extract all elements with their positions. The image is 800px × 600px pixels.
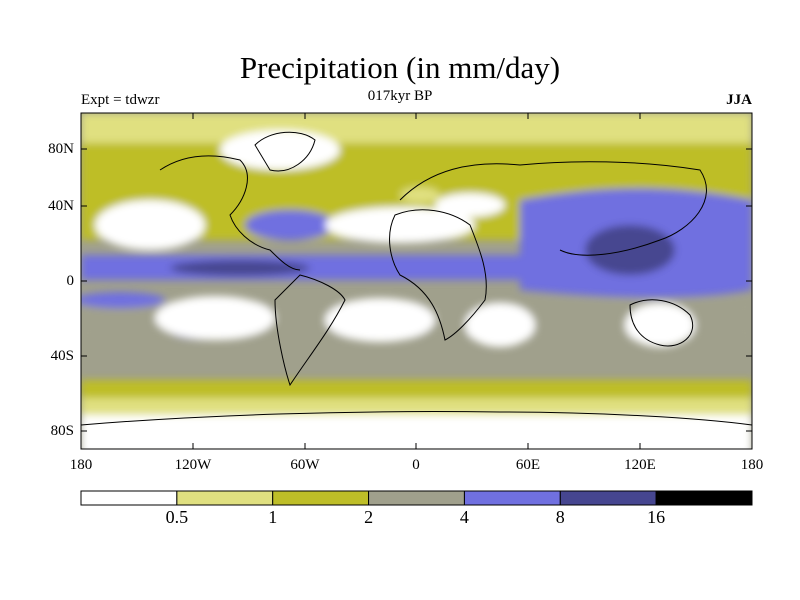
australia-coast bbox=[629, 299, 694, 347]
colorbar-swatch bbox=[463, 490, 561, 506]
plot-title: Precipitation (in mm/day) bbox=[239, 50, 561, 85]
colorbar-swatch bbox=[559, 490, 657, 506]
colorbar-swatch bbox=[368, 490, 465, 506]
ne-pacific-dry bbox=[95, 200, 205, 250]
arabia-dry bbox=[435, 193, 505, 217]
lon-label: 60W bbox=[290, 457, 320, 473]
lon-label: 180 bbox=[69, 457, 93, 473]
lat-label: 40N bbox=[48, 198, 74, 214]
season-label: JJA bbox=[726, 92, 752, 108]
greenland-coast bbox=[254, 131, 316, 172]
lon-label: 120W bbox=[174, 457, 212, 473]
lon-label: 60E bbox=[515, 457, 541, 473]
eurasia-coast bbox=[399, 161, 707, 256]
lat-label: 40S bbox=[50, 348, 74, 364]
south-atlantic-dry bbox=[325, 298, 435, 342]
coastlines bbox=[81, 131, 752, 426]
colorbar-label: 8 bbox=[555, 507, 565, 527]
north-atlantic-blue bbox=[245, 210, 335, 240]
se-pacific-dry bbox=[155, 296, 275, 340]
south-america-coast bbox=[274, 274, 346, 387]
colorbar-label: 0.5 bbox=[165, 507, 189, 527]
axis-ticks bbox=[80, 113, 753, 449]
africa-coast bbox=[389, 209, 487, 341]
monsoon-max bbox=[585, 225, 675, 275]
colorbar-swatch bbox=[272, 490, 370, 506]
south-africa-dry bbox=[465, 303, 535, 347]
colorbar-swatch bbox=[80, 490, 178, 506]
colorbar-label: 16 bbox=[647, 507, 666, 527]
lon-label: 0 bbox=[412, 457, 420, 473]
lon-label: 180 bbox=[740, 457, 764, 473]
sahara-dry bbox=[325, 207, 475, 243]
colorbar bbox=[80, 490, 753, 506]
antarctica-coast bbox=[81, 411, 752, 426]
experiment-label: Expt = tdwzr bbox=[81, 92, 160, 108]
greenland-dry bbox=[220, 130, 340, 170]
lat-label: 80S bbox=[50, 423, 74, 439]
lat-label: 80N bbox=[48, 141, 74, 157]
north-america-coast bbox=[159, 155, 301, 271]
south-pacific-band bbox=[81, 292, 165, 308]
lon-label: 120E bbox=[624, 457, 656, 473]
colorbar-swatch bbox=[655, 490, 753, 506]
period-label: 017kyr BP bbox=[367, 88, 433, 104]
colorbar-label: 1 bbox=[268, 507, 278, 527]
colorbar-swatch bbox=[176, 490, 274, 506]
colorbar-label: 4 bbox=[459, 507, 469, 527]
lat-label: 0 bbox=[66, 273, 75, 289]
east-pacific-max bbox=[170, 260, 310, 276]
colorbar-label: 2 bbox=[364, 507, 374, 527]
